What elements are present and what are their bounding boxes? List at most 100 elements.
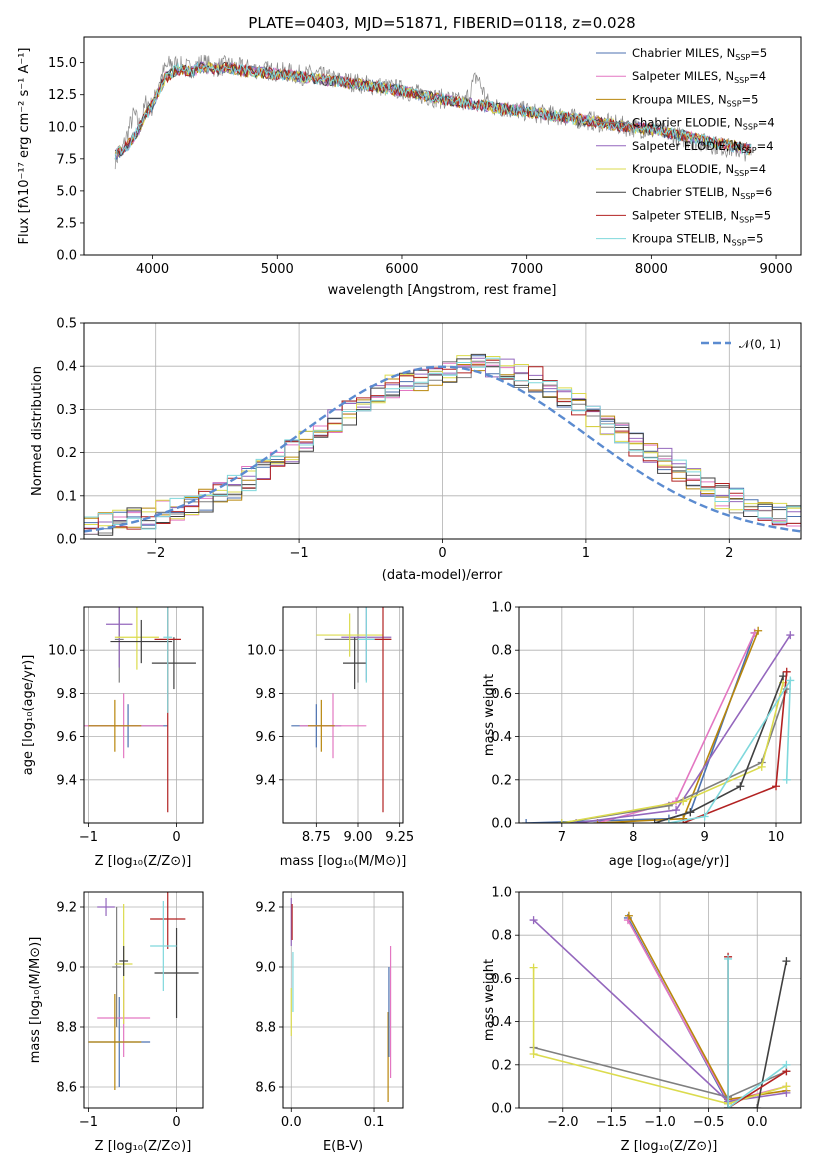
data-point-marker: [782, 667, 791, 676]
mw-age-xlabel: age [log₁₀(age/yr)]: [609, 854, 730, 869]
mass-weight-vs-age-plot-area: [522, 626, 795, 823]
data-point-marker: [686, 808, 695, 817]
spectrum-xtick-label: 8000: [635, 262, 668, 277]
mass-weight-vs-age-ytick-label: 0.6: [491, 687, 512, 702]
mass-vs-extinction-ytick-label: 9.0: [255, 961, 276, 976]
age-vs-metallicity-xtick-label: −1: [79, 830, 98, 845]
mass-weight-line: [627, 919, 787, 1103]
mass-weight-vs-age-grid: [519, 606, 801, 824]
data-point-marker: [529, 1050, 538, 1058]
mass-weight-vs-age-xtick-label: 10: [768, 830, 785, 845]
mass-weight-vs-metallicity-xtick-label: 0.0: [747, 1115, 768, 1130]
data-point-marker: [529, 963, 538, 972]
legend-entry: Kroupa MILES, NSSP=5: [632, 92, 758, 108]
mass-weight-line: [575, 634, 791, 823]
mass-vs-metallicity-panel: mass [log₁₀(M/M⊙)] Z [log₁₀(Z/Z⊙)] −1 0 8.…: [28, 891, 204, 1154]
age-vs-mass-xtick-label: 9.00: [344, 830, 373, 845]
age-vs-mass-ytick-label: 9.8: [255, 687, 276, 702]
mass-weight-line: [532, 967, 787, 1105]
legend-entry: Kroupa ELODIE, NSSP=4: [632, 162, 766, 178]
normal-curve-line: [84, 365, 801, 533]
data-point-marker: [679, 797, 688, 806]
residual-histogram-xtick-label: 1: [582, 546, 590, 561]
spectrum-ytick-label: 0.0: [56, 249, 77, 264]
mass-vs-metallicity-grid: [84, 892, 203, 1108]
mass-vs-metallicity-plot-area: [88, 892, 199, 1090]
mass-weight-line: [561, 682, 784, 823]
mass-weight-vs-metallicity-xtick-label: −1.0: [644, 1115, 676, 1130]
data-point-marker: [700, 812, 709, 821]
mass-weight-vs-age-panel: mass weight age [log₁₀(age/yr)] 7 8 9 10 0.0…: [482, 601, 802, 869]
mass-weight-vs-metallicity-xtick-label: −1.5: [596, 1115, 628, 1130]
mass-weight-vs-metallicity-grid: [519, 891, 801, 1109]
spectrum-panel: Flux [fλ10⁻¹⁷ erg cm⁻² s⁻¹ A⁻¹] waveleng…: [17, 36, 802, 298]
mass-weight-line: [682, 671, 788, 823]
mass-weight-vs-age-ytick-label: 0.0: [491, 817, 512, 832]
spectrum-xtick-label: 4000: [136, 262, 169, 277]
mass-vs-metallicity-ytick-label: 8.6: [56, 1081, 77, 1096]
age-vs-metallicity-xtick-label: 0: [172, 830, 180, 845]
data-point-marker: [672, 806, 681, 815]
legend-entry: Chabrier STELIB, NSSP=6: [632, 185, 772, 201]
mw-z-xlabel: Z [log₁₀(Z/Z⊙)]: [621, 1139, 718, 1154]
mass-weight-vs-metallicity-frame: [518, 891, 802, 1109]
spectrum-ylabel: Flux [fλ10⁻¹⁷ erg cm⁻² s⁻¹ A⁻¹]: [17, 48, 32, 245]
spectrum-xtick-label: 7000: [510, 262, 543, 277]
spectrum-ytick-label: 2.5: [56, 216, 77, 231]
residual-histogram-ytick-label: 0.0: [56, 533, 77, 548]
mass-weight-vs-age-ytick-label: 1.0: [491, 601, 512, 616]
age-vs-metallicity-frame: [83, 606, 204, 824]
residual-histogram-xtick-label: −2: [146, 546, 165, 561]
mass-weight-line: [561, 688, 788, 823]
mass-ebv-xlabel: E(B-V): [323, 1139, 363, 1154]
mass-vs-metallicity-ytick-label: 9.0: [56, 961, 77, 976]
mass-weight-vs-metallicity-xtick-label: −0.5: [693, 1115, 725, 1130]
mass-weight-line: [597, 632, 756, 823]
legend-entry: Salpeter STELIB, NSSP=5: [632, 208, 771, 224]
legend-entry: Salpeter MILES, NSSP=4: [632, 69, 766, 85]
mass-vs-metallicity-xtick-label: 0: [172, 1115, 180, 1130]
mass-vs-extinction-plot-area: [290, 898, 392, 1102]
mass-vs-extinction-frame: [282, 891, 404, 1109]
residual-histogram-ytick-label: 0.2: [56, 446, 77, 461]
residual-histogram-ytick-label: 0.4: [56, 360, 77, 375]
mass-vs-extinction-ytick-label: 8.8: [255, 1021, 276, 1036]
mass-weight-vs-age-xtick-label: 7: [558, 830, 566, 845]
data-point-marker: [782, 1060, 791, 1069]
mass-vs-extinction-grid: [283, 892, 403, 1108]
data-point-marker: [650, 819, 659, 823]
residual-histogram-xtick-label: 2: [725, 546, 733, 561]
legend-entry: Chabrier ELODIE, NSSP=4: [632, 116, 775, 132]
legend-entry: Kroupa STELIB, NSSP=5: [632, 232, 763, 248]
mw-age-ylabel: mass weight: [482, 674, 497, 756]
mass-vs-metallicity-ytick-label: 9.2: [56, 901, 77, 916]
legend-entry: 𝒩(0, 1): [739, 337, 781, 351]
age-vs-metallicity-panel: age [log₁₀(age/yr)] Z [log₁₀(Z/Z⊙)] −1 0 9…: [21, 606, 204, 869]
data-point-marker: [753, 1104, 762, 1108]
mass-vs-extinction-panel: E(B-V) 0.0 0.1 8.6 8.8 9.0 9.2: [255, 891, 404, 1154]
mass-weight-vs-age-ytick-label: 0.4: [491, 730, 512, 745]
mass-weight-vs-metallicity-ytick-label: 0.8: [491, 929, 512, 944]
data-point-marker: [557, 819, 566, 823]
histogram-step-line: [84, 353, 801, 539]
mass-weight-vs-age-frame: [518, 606, 802, 824]
age-vs-metallicity-plot-area: [84, 607, 196, 813]
residual-histogram-ytick-label: 0.5: [56, 317, 77, 332]
mass-weight-vs-age-ytick-label: 0.8: [491, 644, 512, 659]
histogram-xlabel: (data-model)/error: [382, 568, 503, 583]
mass-vs-extinction-xtick-label: 0.1: [364, 1115, 385, 1130]
mass-weight-vs-age-xtick-label: 9: [700, 830, 708, 845]
data-point-marker: [522, 819, 531, 823]
age-vs-mass-plot-area: [291, 607, 392, 813]
age-vs-metallicity-ytick-label: 9.8: [56, 687, 77, 702]
age-vs-mass-ytick-label: 9.6: [255, 730, 276, 745]
mass-vs-metallicity-ytick-label: 8.8: [56, 1021, 77, 1036]
data-point-marker: [772, 782, 781, 791]
data-point-marker: [786, 631, 795, 640]
data-point-marker: [782, 775, 791, 784]
observed-spectrum-line: [114, 54, 752, 170]
age-z-ylabel: age [log₁₀(age/yr)]: [21, 655, 36, 776]
spectrum-ytick-label: 10.0: [48, 120, 77, 135]
figure-title: PLATE=0403, MJD=51871, FIBERID=0118, z=0…: [248, 14, 635, 32]
